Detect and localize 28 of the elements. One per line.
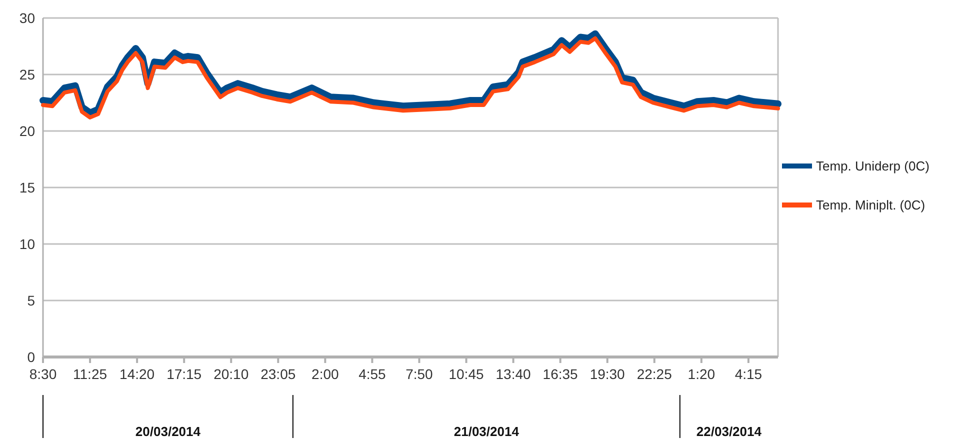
text: 22/03/2014 [696,424,762,439]
y-tick-label: 20 [19,122,36,139]
x-tick-label: 16:35 [542,366,578,382]
x-tick-label: 11:25 [73,366,108,382]
x-tick-label: 19:30 [590,366,626,382]
text: 20/03/2014 [135,424,202,439]
text: 21/03/2014 [454,424,520,439]
x-tick-label: 20:10 [214,366,249,382]
y-tick-label: 10 [19,236,36,252]
x-tick-label: 2:00 [312,366,340,382]
y-tick-label: 25 [19,66,36,82]
x-tick-label: 4:55 [358,366,386,382]
y-tick-label: 5 [27,292,36,308]
x-tick-label: 7:50 [406,366,434,382]
x-tick-label: 1:20 [688,366,716,382]
x-tick-label: 22:25 [636,366,672,382]
x-tick-label: 14:20 [120,366,155,382]
x-tick-label: 17:15 [166,366,202,382]
x-tick-label: 4:15 [734,366,762,382]
x-tick-label: 10:45 [448,366,484,382]
y-tick-label: 0 [27,348,36,365]
y-tick-label: 30 [19,10,36,26]
legend-label: Temp. Miniplt. (0C) [816,198,926,213]
legend-label: Temp. Uniderp (0C) [816,158,930,174]
x-tick-label: 13:40 [496,366,532,382]
x-tick-label: 8:30 [29,366,57,382]
x-tick-label: 23:05 [260,366,296,382]
y-tick-label: 15 [19,179,36,196]
